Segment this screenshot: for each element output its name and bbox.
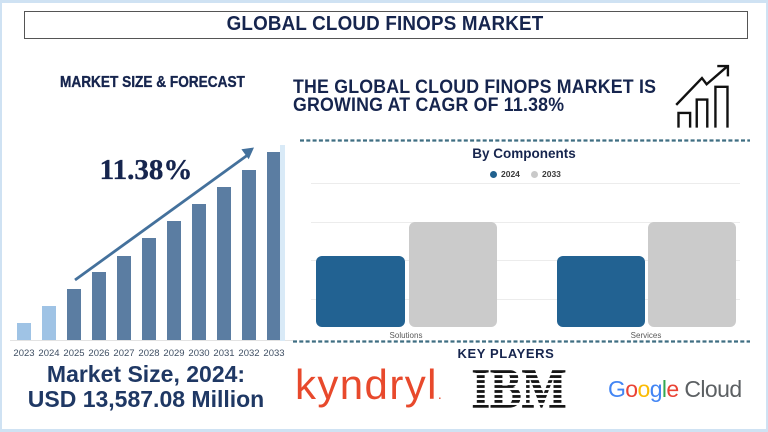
svg-text:IBM: IBM (472, 370, 567, 410)
